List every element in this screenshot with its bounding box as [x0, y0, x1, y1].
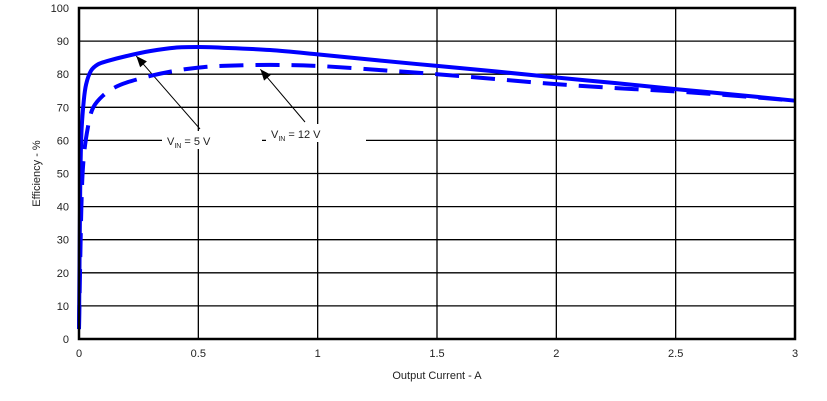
x-tick-label: 1 [315, 348, 321, 360]
y-tick-label: 40 [57, 202, 69, 214]
annotations: VIN = 5 V VIN = 12 V [135, 55, 366, 150]
y-tick-label: 90 [57, 36, 69, 48]
annotation-bg [162, 131, 262, 149]
annotation-arrow [135, 55, 201, 130]
x-tick-label: 0 [76, 348, 82, 360]
annotation-arrow [260, 68, 306, 123]
plot-frame [77, 6, 797, 341]
y-tick-label: 50 [57, 169, 69, 181]
arrowhead-icon [136, 56, 147, 68]
annotation-label: VIN = 12 V [271, 129, 321, 143]
grid-lines [79, 8, 795, 339]
x-axis-ticks: 0 0.5 1 1.5 2 2.5 3 [76, 348, 798, 360]
x-tick-label: 1.5 [429, 348, 444, 360]
y-tick-label: 20 [57, 268, 69, 280]
x-tick-label: 3 [792, 348, 798, 360]
y-axis-ticks: 0 10 20 30 40 50 60 70 80 90 100 [51, 3, 69, 346]
annotation-bg [266, 124, 366, 142]
y-tick-label: 30 [57, 235, 69, 247]
x-tick-label: 0.5 [191, 348, 206, 360]
y-tick-label: 80 [57, 69, 69, 81]
y-tick-label: 10 [57, 301, 69, 313]
annotation-label: VIN = 5 V [167, 136, 211, 150]
arrowhead-icon [260, 69, 271, 81]
x-tick-label: 2.5 [668, 348, 683, 360]
x-tick-label: 2 [553, 348, 559, 360]
series-line-vin-5v [77, 45, 796, 330]
y-tick-label: 100 [51, 3, 69, 15]
y-tick-label: 0 [63, 334, 69, 346]
y-tick-label: 70 [57, 102, 69, 114]
series-line-vin-12v [77, 62, 796, 330]
x-axis-title: Output Current - A [392, 370, 482, 382]
y-axis-title: Efficiency - % [31, 140, 43, 207]
y-tick-label: 60 [57, 135, 69, 147]
data-series [77, 45, 796, 330]
